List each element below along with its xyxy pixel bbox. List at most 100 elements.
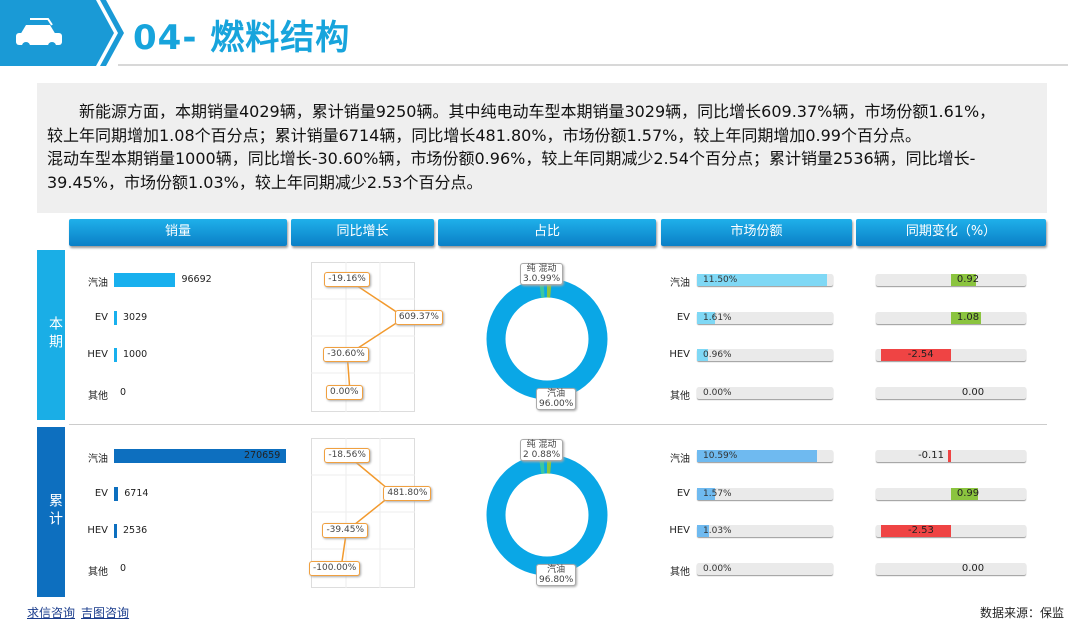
- change-fill-positive: [951, 487, 979, 500]
- row-label: EV: [94, 311, 108, 323]
- summary-box: [37, 83, 1047, 213]
- section-divider: [69, 424, 1047, 425]
- donut-label: 纯: [526, 440, 536, 450]
- change-fill-negative: [947, 450, 951, 462]
- share-fill: [697, 525, 709, 537]
- share-track: 11.50%: [697, 274, 833, 286]
- change-track: 0.92: [876, 274, 1026, 286]
- growth-label: -18.56%: [324, 448, 370, 463]
- change-fill-positive: [951, 311, 981, 324]
- share-value: 1.57%: [703, 488, 732, 499]
- sales-value: 2536: [123, 525, 148, 536]
- change-value: -0.11: [918, 450, 944, 461]
- growth-label: -30.60%: [323, 347, 369, 362]
- row-label: 其他: [88, 566, 108, 578]
- change-track: 0.99: [876, 487, 1026, 500]
- share-value: 1.03%: [703, 526, 732, 536]
- change-track: 0.00: [876, 562, 1026, 575]
- share-donut: [486, 454, 608, 576]
- change-fill-negative: [880, 525, 951, 537]
- sales-value: 96692: [181, 274, 212, 285]
- share-value: 0.96%: [703, 350, 732, 360]
- share-fill: [697, 274, 828, 286]
- donut-label-main: 汽油 96.00%: [536, 388, 577, 410]
- change-track: 0.00: [876, 386, 1026, 399]
- share-fill: [697, 450, 818, 462]
- donut-pct: 3.0.99%: [523, 274, 561, 284]
- share-value: 0.00%: [703, 387, 732, 398]
- row-label: 其他: [670, 390, 690, 402]
- donut-label: 汽油: [547, 389, 566, 399]
- row-label: 汽油: [88, 278, 108, 289]
- summary-line: 混动车型本期销量1000辆，同比增长-30.60%辆，市场份额0.96%，较上年…: [47, 149, 976, 168]
- sales-bar: [114, 524, 117, 538]
- share-fill: [697, 487, 715, 500]
- share-track: 1.03%: [697, 525, 833, 537]
- summary-text: 新能源方面，本期销量4029辆，累计销量9250辆。其中纯电动车型本期销量302…: [47, 100, 1052, 194]
- sales-bar: [114, 273, 176, 287]
- col-header-growth: 同比增长: [291, 219, 434, 246]
- footer-link[interactable]: 吉图咨询: [81, 606, 130, 620]
- sales-value: 0: [120, 562, 127, 574]
- growth-label: -19.16%: [324, 272, 370, 287]
- row-label: 汽油: [88, 454, 108, 465]
- sales-bar: [114, 348, 117, 362]
- share-track: 10.59%: [697, 450, 833, 462]
- donut-label: 汽油: [547, 565, 566, 575]
- header-divider: [118, 64, 1068, 66]
- sales-value: 1000: [123, 349, 148, 360]
- share-track: 1.57%: [697, 487, 833, 500]
- summary-line: 较上年同期增加1.08个百分点；累计销量6714辆，同比增长481.80%，市场…: [47, 125, 921, 145]
- row-label: EV: [676, 311, 690, 323]
- data-source: 数据来源：保监: [979, 606, 1064, 620]
- change-track: -2.54: [876, 349, 1026, 361]
- row-label: HEV: [87, 525, 108, 536]
- footer-link[interactable]: 求信咨询: [27, 606, 76, 620]
- share-fill: [697, 349, 708, 361]
- donut-label: 混动: [538, 264, 557, 274]
- change-value: -2.53: [908, 525, 934, 536]
- change-fill-negative: [880, 349, 951, 361]
- row-label: HEV: [87, 349, 108, 360]
- growth-label: 0.00%: [326, 384, 363, 400]
- summary-line: 39.45%，市场份额1.03%，较上年同期减少2.53个百分点。: [47, 172, 483, 192]
- donut-label-small: 纯 混动 3.0.99%: [520, 263, 564, 285]
- header-chevron: [78, 0, 124, 66]
- change-track: -0.11: [876, 450, 1026, 462]
- donut-label-small: 纯 混动 2 0.88%: [520, 439, 564, 461]
- share-track: 0.96%: [697, 349, 833, 361]
- donut-label: 混动: [538, 440, 557, 450]
- change-value: 0.00: [961, 562, 985, 574]
- sales-bar: [114, 449, 286, 463]
- page-title: 04- 燃料结构: [133, 18, 351, 58]
- change-value: 0.99: [956, 487, 980, 499]
- share-track: 0.00%: [697, 386, 833, 399]
- share-value: 11.50%: [703, 275, 738, 285]
- row-label: EV: [676, 487, 690, 499]
- change-fill-positive: [951, 274, 977, 286]
- row-label: 其他: [88, 390, 108, 402]
- footer-links: 求信咨询 吉图咨询: [27, 604, 135, 621]
- sales-value: 270659: [244, 450, 281, 461]
- share-donut: [486, 278, 608, 400]
- change-track: 1.08: [876, 311, 1026, 324]
- sales-bar: [114, 486, 119, 501]
- section-label-cumulative: 累计: [37, 427, 65, 597]
- row-label: HEV: [669, 525, 690, 536]
- share-track: 1.61%: [697, 311, 833, 324]
- donut-label-main: 汽油 96.80%: [536, 564, 577, 586]
- change-value: 0.92: [956, 274, 980, 285]
- section-label-current: 本期: [37, 250, 65, 420]
- share-value: 0.00%: [703, 563, 732, 574]
- change-value: -2.54: [907, 349, 934, 360]
- summary-line: 新能源方面，本期销量4029辆，累计销量9250辆。其中纯电动车型本期销量302…: [79, 102, 996, 121]
- change-value: 0.00: [961, 386, 985, 398]
- row-label: 其他: [670, 566, 690, 578]
- change-value: 1.08: [956, 311, 980, 323]
- growth-label: 481.80%: [383, 485, 432, 501]
- row-label: 汽油: [670, 278, 690, 289]
- col-header-change: 同期变化（%）: [856, 219, 1046, 246]
- sales-value: 3029: [123, 311, 148, 323]
- donut-label: 纯: [526, 264, 536, 274]
- growth-label: -100.00%: [309, 560, 361, 576]
